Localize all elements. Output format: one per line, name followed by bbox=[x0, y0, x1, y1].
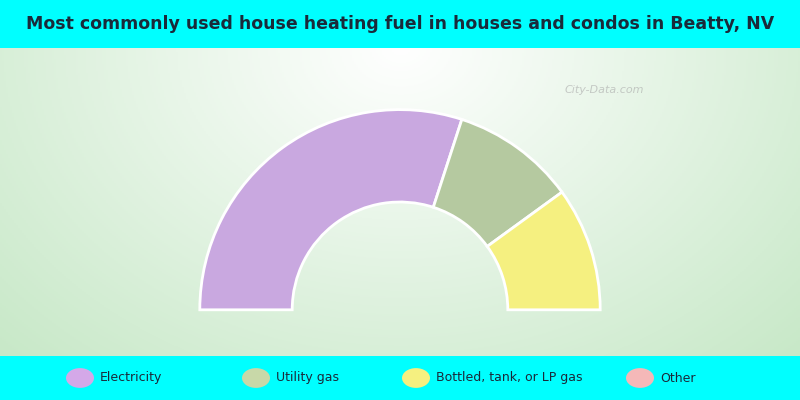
Ellipse shape bbox=[626, 368, 654, 388]
Wedge shape bbox=[200, 110, 462, 310]
Text: Other: Other bbox=[660, 372, 695, 384]
Text: Most commonly used house heating fuel in houses and condos in Beatty, NV: Most commonly used house heating fuel in… bbox=[26, 15, 774, 33]
Ellipse shape bbox=[66, 368, 94, 388]
Ellipse shape bbox=[242, 368, 270, 388]
Text: Electricity: Electricity bbox=[100, 372, 162, 384]
Wedge shape bbox=[434, 119, 562, 246]
Ellipse shape bbox=[402, 368, 430, 388]
Text: Bottled, tank, or LP gas: Bottled, tank, or LP gas bbox=[436, 372, 582, 384]
Wedge shape bbox=[487, 192, 600, 310]
Text: Utility gas: Utility gas bbox=[276, 372, 339, 384]
Text: City-Data.com: City-Data.com bbox=[564, 85, 644, 95]
